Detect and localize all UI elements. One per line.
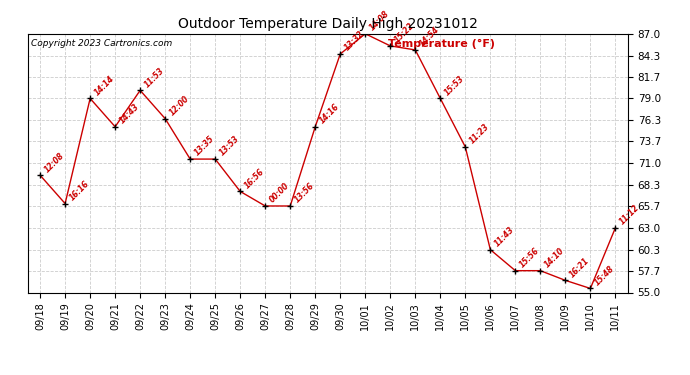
Text: 14:14: 14:14 [92,74,116,97]
Text: 11:43: 11:43 [493,225,516,248]
Text: 14:10: 14:10 [543,246,566,270]
Text: 13:32: 13:32 [343,29,366,53]
Text: 15:22: 15:22 [393,21,416,45]
Text: 12:00: 12:00 [168,94,191,117]
Text: 11:23: 11:23 [468,122,491,146]
Text: 11:12: 11:12 [618,203,641,226]
Text: 16:21: 16:21 [568,256,591,279]
Text: 12:08: 12:08 [43,151,66,174]
Text: 15:48: 15:48 [593,264,616,287]
Text: 11:53: 11:53 [143,66,166,89]
Text: 15:53: 15:53 [443,74,466,97]
Text: 15:56: 15:56 [518,246,541,270]
Text: Copyright 2023 Cartronics.com: Copyright 2023 Cartronics.com [30,39,172,48]
Title: Outdoor Temperature Daily High 20231012: Outdoor Temperature Daily High 20231012 [178,17,477,31]
Text: 14:16: 14:16 [317,102,341,126]
Text: 00:00: 00:00 [268,182,291,205]
Text: 14:54: 14:54 [417,26,441,49]
Text: 14:08: 14:08 [368,9,391,33]
Text: 13:35: 13:35 [193,135,216,158]
Text: 13:56: 13:56 [293,182,316,205]
Text: 16:56: 16:56 [243,167,266,190]
Text: Temperature (°F): Temperature (°F) [388,39,495,49]
Text: 13:53: 13:53 [217,135,241,158]
Text: 16:16: 16:16 [68,179,91,203]
Text: 14:43: 14:43 [117,102,141,126]
